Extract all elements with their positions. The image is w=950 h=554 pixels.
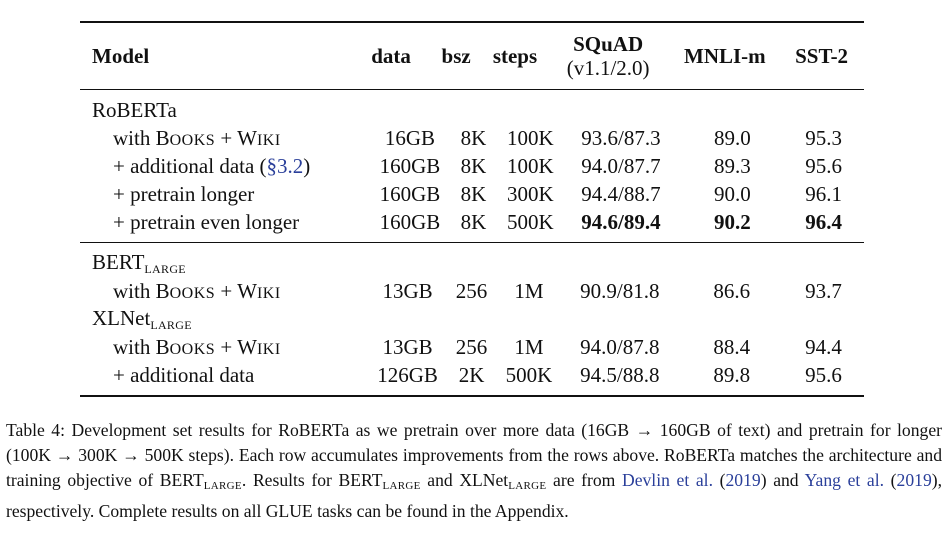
cell-data: 160GB (379, 181, 441, 206)
cell-sst: 93.7 (805, 278, 842, 303)
row-label: + pretrain even longer (113, 209, 300, 234)
cell-steps: 500K (507, 209, 554, 234)
results-table-container: Model data bsz steps SQuAD (v1.1/2.0) MN… (80, 21, 864, 397)
cell-mnli: 86.6 (713, 278, 751, 303)
cell-data: 160GB (379, 153, 441, 178)
citation-link-yang[interactable]: Yang et al. (804, 470, 885, 490)
header-row: Model data bsz steps SQuAD (v1.1/2.0) MN… (80, 23, 864, 89)
table-row: + additional data 126GB 2K 500K 94.5/88.… (80, 361, 864, 389)
cell-mnli: 90.0 (714, 181, 751, 206)
cell-bsz: 8K (460, 125, 487, 150)
roberta-section: RoBERTa with BOOKS + WIKI 16GB 8K 100K 9… (80, 90, 864, 242)
header-data: data (371, 43, 411, 68)
cell-mnli: 89.8 (713, 362, 751, 387)
header-squad: SQuAD (v1.1/2.0) (546, 23, 671, 89)
cell-data: 160GB (379, 209, 441, 234)
table-row: with BOOKS + WIKI 13GB 256 1M 90.9/81.8 … (80, 277, 864, 305)
header-squad-title: SQuAD (573, 32, 644, 56)
cell-sst: 95.3 (805, 125, 843, 150)
citation-link-devlin[interactable]: Devlin et al. (622, 470, 713, 490)
header-bsz: bsz (441, 43, 471, 68)
row-label: with BOOKS + WIKI (113, 278, 281, 303)
cell-squad: 94.4/88.7 (581, 181, 661, 206)
section-ref-link[interactable]: §3.2 (266, 153, 304, 178)
cell-bsz: 8K (460, 209, 487, 234)
cell-sst: 94.4 (805, 334, 842, 359)
group-row-bert: BERTLARGE (80, 249, 864, 277)
group-row-xlnet: XLNetLARGE (80, 305, 864, 333)
group-label-roberta: RoBERTa (92, 97, 177, 122)
header-model: Model (92, 43, 150, 68)
cell-steps: 500K (505, 362, 553, 387)
results-table: Model data bsz steps SQuAD (v1.1/2.0) MN… (80, 23, 864, 89)
top-rule (80, 21, 864, 23)
cell-squad: 93.6/87.3 (581, 125, 661, 150)
cell-mnli: 89.3 (714, 153, 751, 178)
cell-data: 16GB (384, 125, 436, 150)
cell-bsz: 2K (458, 362, 485, 387)
table-row: + pretrain longer 160GB 8K 300K 94.4/88.… (80, 180, 864, 208)
header-rule (80, 89, 864, 90)
cell-data: 126GB (377, 362, 438, 387)
cell-sst: 95.6 (805, 362, 842, 387)
row-label: with BOOKS + WIKI (113, 334, 281, 359)
cell-bsz: 256 (455, 278, 488, 303)
cell-steps: 100K (507, 153, 554, 178)
row-label: + additional data (113, 362, 255, 387)
cell-squad: 94.5/88.8 (580, 362, 660, 387)
row-label: + pretrain longer (113, 181, 255, 206)
cell-bsz: 8K (460, 181, 487, 206)
cell-bsz: 256 (455, 334, 488, 359)
header-mnli: MNLI-m (684, 43, 766, 68)
group-label-bert: BERTLARGE (92, 249, 186, 276)
cell-data: 13GB (382, 334, 433, 359)
cell-sst-best: 96.4 (805, 209, 843, 234)
cell-steps: 100K (507, 125, 554, 150)
table-row: with BOOKS + WIKI 16GB 8K 100K 93.6/87.3… (80, 124, 864, 152)
cell-squad: 90.9/81.8 (580, 278, 660, 303)
citation-year-yang[interactable]: 2019 (896, 470, 932, 490)
cell-mnli-best: 90.2 (714, 209, 751, 234)
group-label-xlnet: XLNetLARGE (92, 305, 192, 332)
cell-sst: 95.6 (805, 153, 843, 178)
cell-steps: 1M (514, 278, 544, 303)
table-row: with BOOKS + WIKI 13GB 256 1M 94.0/87.8 … (80, 333, 864, 361)
cell-steps: 300K (507, 181, 554, 206)
cell-data: 13GB (382, 278, 433, 303)
header-sst: SST-2 (795, 43, 849, 68)
row-label: + additional data (§3.2) (113, 153, 311, 178)
section-rule (80, 242, 864, 243)
bottom-rule (80, 395, 864, 397)
cell-steps: 1M (514, 334, 544, 359)
cell-mnli: 88.4 (713, 334, 751, 359)
table-caption: Table 4: Development set results for RoB… (6, 420, 942, 521)
header-steps: steps (492, 43, 538, 68)
cell-sst: 96.1 (805, 181, 843, 206)
header-squad-version: (v1.1/2.0) (566, 56, 650, 80)
baselines-section: BERTLARGE with BOOKS + WIKI 13GB 256 1M … (80, 243, 864, 395)
cell-bsz: 8K (460, 153, 487, 178)
cell-squad: 94.0/87.7 (581, 153, 661, 178)
table-row: + additional data (§3.2) 160GB 8K 100K 9… (80, 152, 864, 180)
row-label: with BOOKS + WIKI (113, 125, 281, 150)
group-row-roberta: RoBERTa (80, 96, 864, 124)
cell-mnli: 89.0 (714, 125, 751, 150)
cell-squad: 94.0/87.8 (580, 334, 660, 359)
table-row: + pretrain even longer 160GB 8K 500K 94.… (80, 208, 864, 236)
citation-year-devlin[interactable]: 2019 (725, 470, 761, 490)
cell-squad-best: 94.6/89.4 (581, 209, 661, 234)
